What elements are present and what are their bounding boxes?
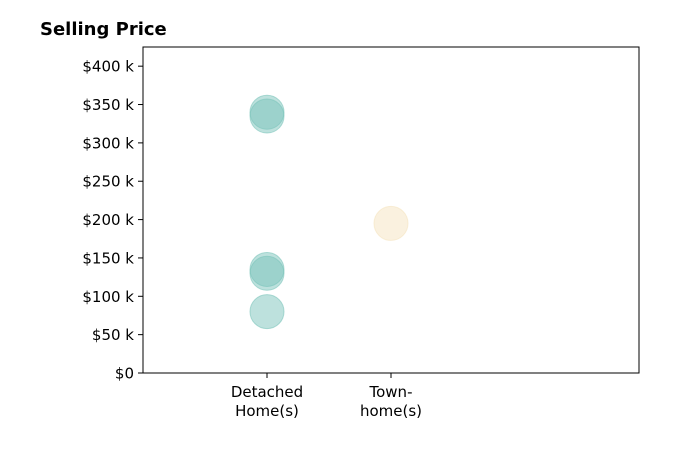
data-point: [373, 205, 409, 241]
data-point: [249, 255, 285, 291]
data-point: [249, 294, 285, 330]
x-tick-label-line: Home(s): [235, 402, 299, 420]
y-tick-label: $300 k: [82, 134, 134, 152]
axes-layer: $0 $50 k $100 k $150 k $200 k $250 k $300 k $35…: [82, 46, 640, 420]
x-tick-label-line: home(s): [360, 402, 422, 420]
y-tick-label: $150 k: [82, 249, 134, 267]
x-tick-label-line: Town-: [369, 383, 413, 401]
chart-title: Selling Price: [40, 19, 167, 40]
marks-layer: [249, 94, 409, 330]
data-point: [249, 98, 285, 134]
y-tick-label: $400 k: [82, 58, 134, 76]
y-tick-label: $350 k: [82, 96, 134, 114]
x-tick-label: Detached Home(s): [231, 383, 303, 420]
y-tick-label: $200 k: [82, 211, 134, 229]
y-tick-label: $0: [115, 365, 134, 383]
x-tick-label-line: Detached: [231, 383, 303, 401]
y-tick-label: $100 k: [82, 288, 134, 306]
y-tick-label: $250 k: [82, 173, 134, 191]
y-tick-label: $50 k: [92, 326, 134, 344]
x-tick-label: Town-home(s): [360, 383, 422, 420]
